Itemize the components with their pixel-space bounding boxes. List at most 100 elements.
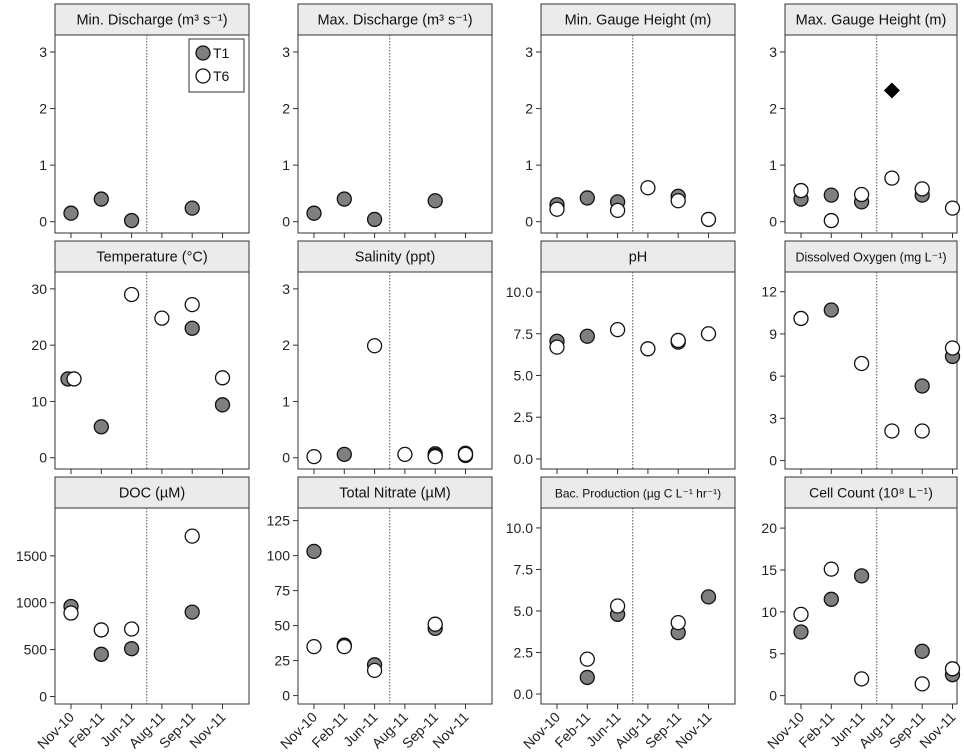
y-tick-label: 1500 [16, 548, 47, 564]
plot-area [54, 507, 250, 705]
y-tick-label: 7.5 [514, 561, 534, 577]
panel-8: Dissolved Oxygen (mg L⁻¹) 0 3 6 9 12 [761, 240, 961, 474]
y-tick-label: 0 [525, 214, 533, 230]
panel-title: Cell Count (10⁸ L⁻¹) [809, 485, 933, 501]
point-t1 [427, 193, 443, 209]
plot-area [297, 34, 493, 234]
panel-11: Bac. Production (µg C L⁻¹ hr⁻¹) 0.0 2.5 5.0… [506, 476, 736, 752]
point-t6 [700, 326, 717, 342]
plot-area [784, 34, 958, 234]
point-t1 [823, 187, 839, 203]
y-tick-label: 3 [525, 44, 533, 60]
y-tick-label: 5.0 [514, 368, 534, 384]
panel-title: Temperature (°C) [96, 250, 207, 266]
legend-t1-marker [195, 45, 211, 61]
y-tick-label: 12 [761, 284, 777, 300]
point-t6 [914, 181, 930, 197]
y-tick-label: 10 [761, 604, 777, 620]
point-t1 [123, 641, 140, 657]
panel-title: Min. Discharge (m³ s⁻¹) [76, 13, 227, 29]
panel-4: Max. Gauge Height (m) 0 1 2 3 [769, 3, 961, 238]
panel-title: DOC (µM) [119, 486, 185, 502]
point-t1 [63, 205, 79, 221]
panel-header [297, 3, 493, 36]
y-tick-label: 0 [39, 450, 47, 466]
y-tick-label: 1 [39, 157, 47, 173]
point-t6 [670, 332, 686, 349]
panel-header [784, 3, 958, 36]
point-t6 [457, 446, 474, 463]
y-tick-label: 1 [282, 393, 290, 409]
panel-header [540, 476, 736, 509]
point-t6 [884, 423, 900, 439]
panel-5: Temperature (°C) 0 10 20 30 [31, 240, 250, 474]
point-t6 [793, 606, 809, 623]
point-t6 [184, 296, 200, 313]
point-t1 [184, 604, 200, 620]
panel-header [297, 240, 493, 273]
y-tick-label: 30 [31, 281, 47, 297]
y-tick-label: 0 [282, 214, 290, 230]
point-t6 [793, 310, 809, 327]
point-t6 [670, 614, 686, 631]
y-tick-label: 0 [39, 214, 47, 230]
point-t6 [123, 621, 140, 637]
point-t6 [154, 310, 170, 326]
point-t1 [823, 591, 839, 607]
y-tick-label: 3 [39, 44, 47, 60]
y-tick-label: 50 [274, 618, 290, 634]
panel-1: Min. Discharge (m³ s⁻¹) 0 1 2 3 [39, 3, 250, 238]
plot-area [540, 507, 736, 705]
point-t6 [549, 339, 565, 355]
point-t1 [93, 419, 109, 435]
point-t6 [853, 186, 870, 203]
y-tick-label: 2 [525, 101, 533, 117]
point-t6 [609, 321, 626, 338]
point-t6 [884, 170, 900, 186]
point-t6 [609, 202, 626, 219]
plot-area [540, 271, 736, 470]
point-t1 [336, 191, 352, 207]
y-tick-label: 15 [761, 562, 777, 578]
y-tick-label: 5 [769, 646, 777, 662]
plot-area [784, 507, 958, 705]
point-t6 [93, 622, 109, 638]
point-t6 [944, 200, 961, 216]
y-tick-label: 6 [769, 368, 777, 384]
panel-title: Total Nitrate (µM) [339, 486, 450, 502]
point-t6 [336, 638, 352, 655]
point-t6 [123, 286, 140, 303]
point-t1 [914, 378, 930, 394]
point-t1 [366, 211, 383, 228]
plot-area [297, 507, 493, 705]
point-t6 [579, 651, 595, 667]
y-tick-label: 3 [282, 44, 290, 60]
point-t6 [944, 340, 961, 356]
y-tick-label: 2 [282, 337, 290, 353]
panel-12: Cell Count (10⁸ L⁻¹)05101520Nov-10Feb-11… [761, 476, 961, 752]
legend-t1-label: T1 [213, 45, 230, 61]
point-t6 [306, 448, 322, 465]
panel-title: Max. Discharge (m³ s⁻¹) [317, 13, 472, 29]
y-tick-label: 2.5 [514, 409, 534, 425]
point-t1 [184, 200, 200, 216]
point-t1 [823, 302, 839, 318]
y-tick-label: 0.0 [514, 686, 534, 702]
panel-title: Dissolved Oxygen (mg L⁻¹) [795, 251, 946, 265]
y-tick-label: 2.5 [514, 645, 534, 661]
y-tick-label: 0 [769, 214, 777, 230]
point-t6 [66, 371, 82, 387]
point-t6 [63, 605, 79, 621]
y-tick-label: 1000 [16, 595, 47, 611]
point-t1 [793, 624, 809, 640]
y-tick-label: 0 [39, 688, 47, 704]
point-t6 [427, 616, 443, 632]
y-tick-label: 10.0 [506, 520, 533, 536]
panel-header [54, 476, 250, 509]
y-tick-label: 100 [267, 548, 291, 564]
y-tick-label: 25 [274, 653, 290, 669]
point-t1 [184, 320, 200, 336]
y-tick-label: 7.5 [514, 326, 534, 342]
